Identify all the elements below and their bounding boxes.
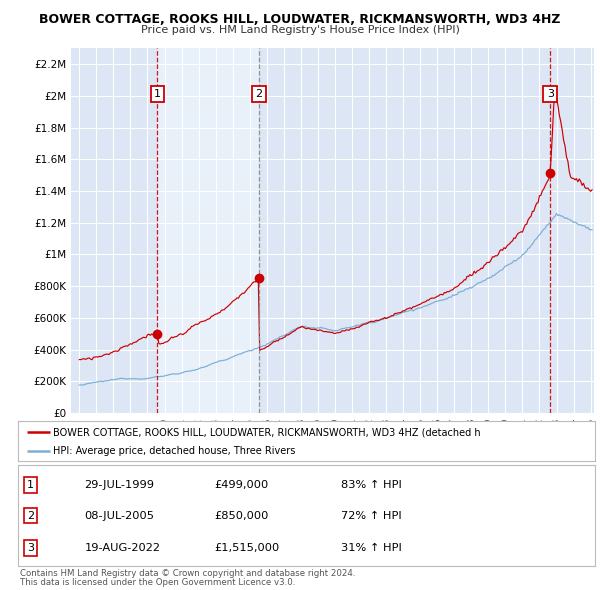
Text: 29-JUL-1999: 29-JUL-1999 bbox=[85, 480, 154, 490]
Text: 3: 3 bbox=[547, 89, 554, 99]
Text: BOWER COTTAGE, ROOKS HILL, LOUDWATER, RICKMANSWORTH, WD3 4HZ (detached h: BOWER COTTAGE, ROOKS HILL, LOUDWATER, RI… bbox=[53, 427, 480, 437]
Text: 2: 2 bbox=[255, 89, 262, 99]
Text: £499,000: £499,000 bbox=[214, 480, 268, 490]
Text: £1,515,000: £1,515,000 bbox=[214, 543, 280, 553]
Text: 83% ↑ HPI: 83% ↑ HPI bbox=[341, 480, 402, 490]
Text: 2: 2 bbox=[27, 511, 34, 520]
Text: Price paid vs. HM Land Registry's House Price Index (HPI): Price paid vs. HM Land Registry's House … bbox=[140, 25, 460, 35]
Text: 08-JUL-2005: 08-JUL-2005 bbox=[85, 511, 154, 520]
Text: BOWER COTTAGE, ROOKS HILL, LOUDWATER, RICKMANSWORTH, WD3 4HZ: BOWER COTTAGE, ROOKS HILL, LOUDWATER, RI… bbox=[39, 13, 561, 26]
Text: 3: 3 bbox=[27, 543, 34, 553]
Text: 1: 1 bbox=[27, 480, 34, 490]
Text: 72% ↑ HPI: 72% ↑ HPI bbox=[341, 511, 402, 520]
Text: 1: 1 bbox=[154, 89, 161, 99]
Text: Contains HM Land Registry data © Crown copyright and database right 2024.: Contains HM Land Registry data © Crown c… bbox=[20, 569, 355, 578]
Text: £850,000: £850,000 bbox=[214, 511, 269, 520]
Text: HPI: Average price, detached house, Three Rivers: HPI: Average price, detached house, Thre… bbox=[53, 447, 295, 456]
Bar bbox=[157, 48, 259, 413]
Text: 19-AUG-2022: 19-AUG-2022 bbox=[85, 543, 160, 553]
Text: This data is licensed under the Open Government Licence v3.0.: This data is licensed under the Open Gov… bbox=[20, 578, 295, 587]
Text: 31% ↑ HPI: 31% ↑ HPI bbox=[341, 543, 402, 553]
